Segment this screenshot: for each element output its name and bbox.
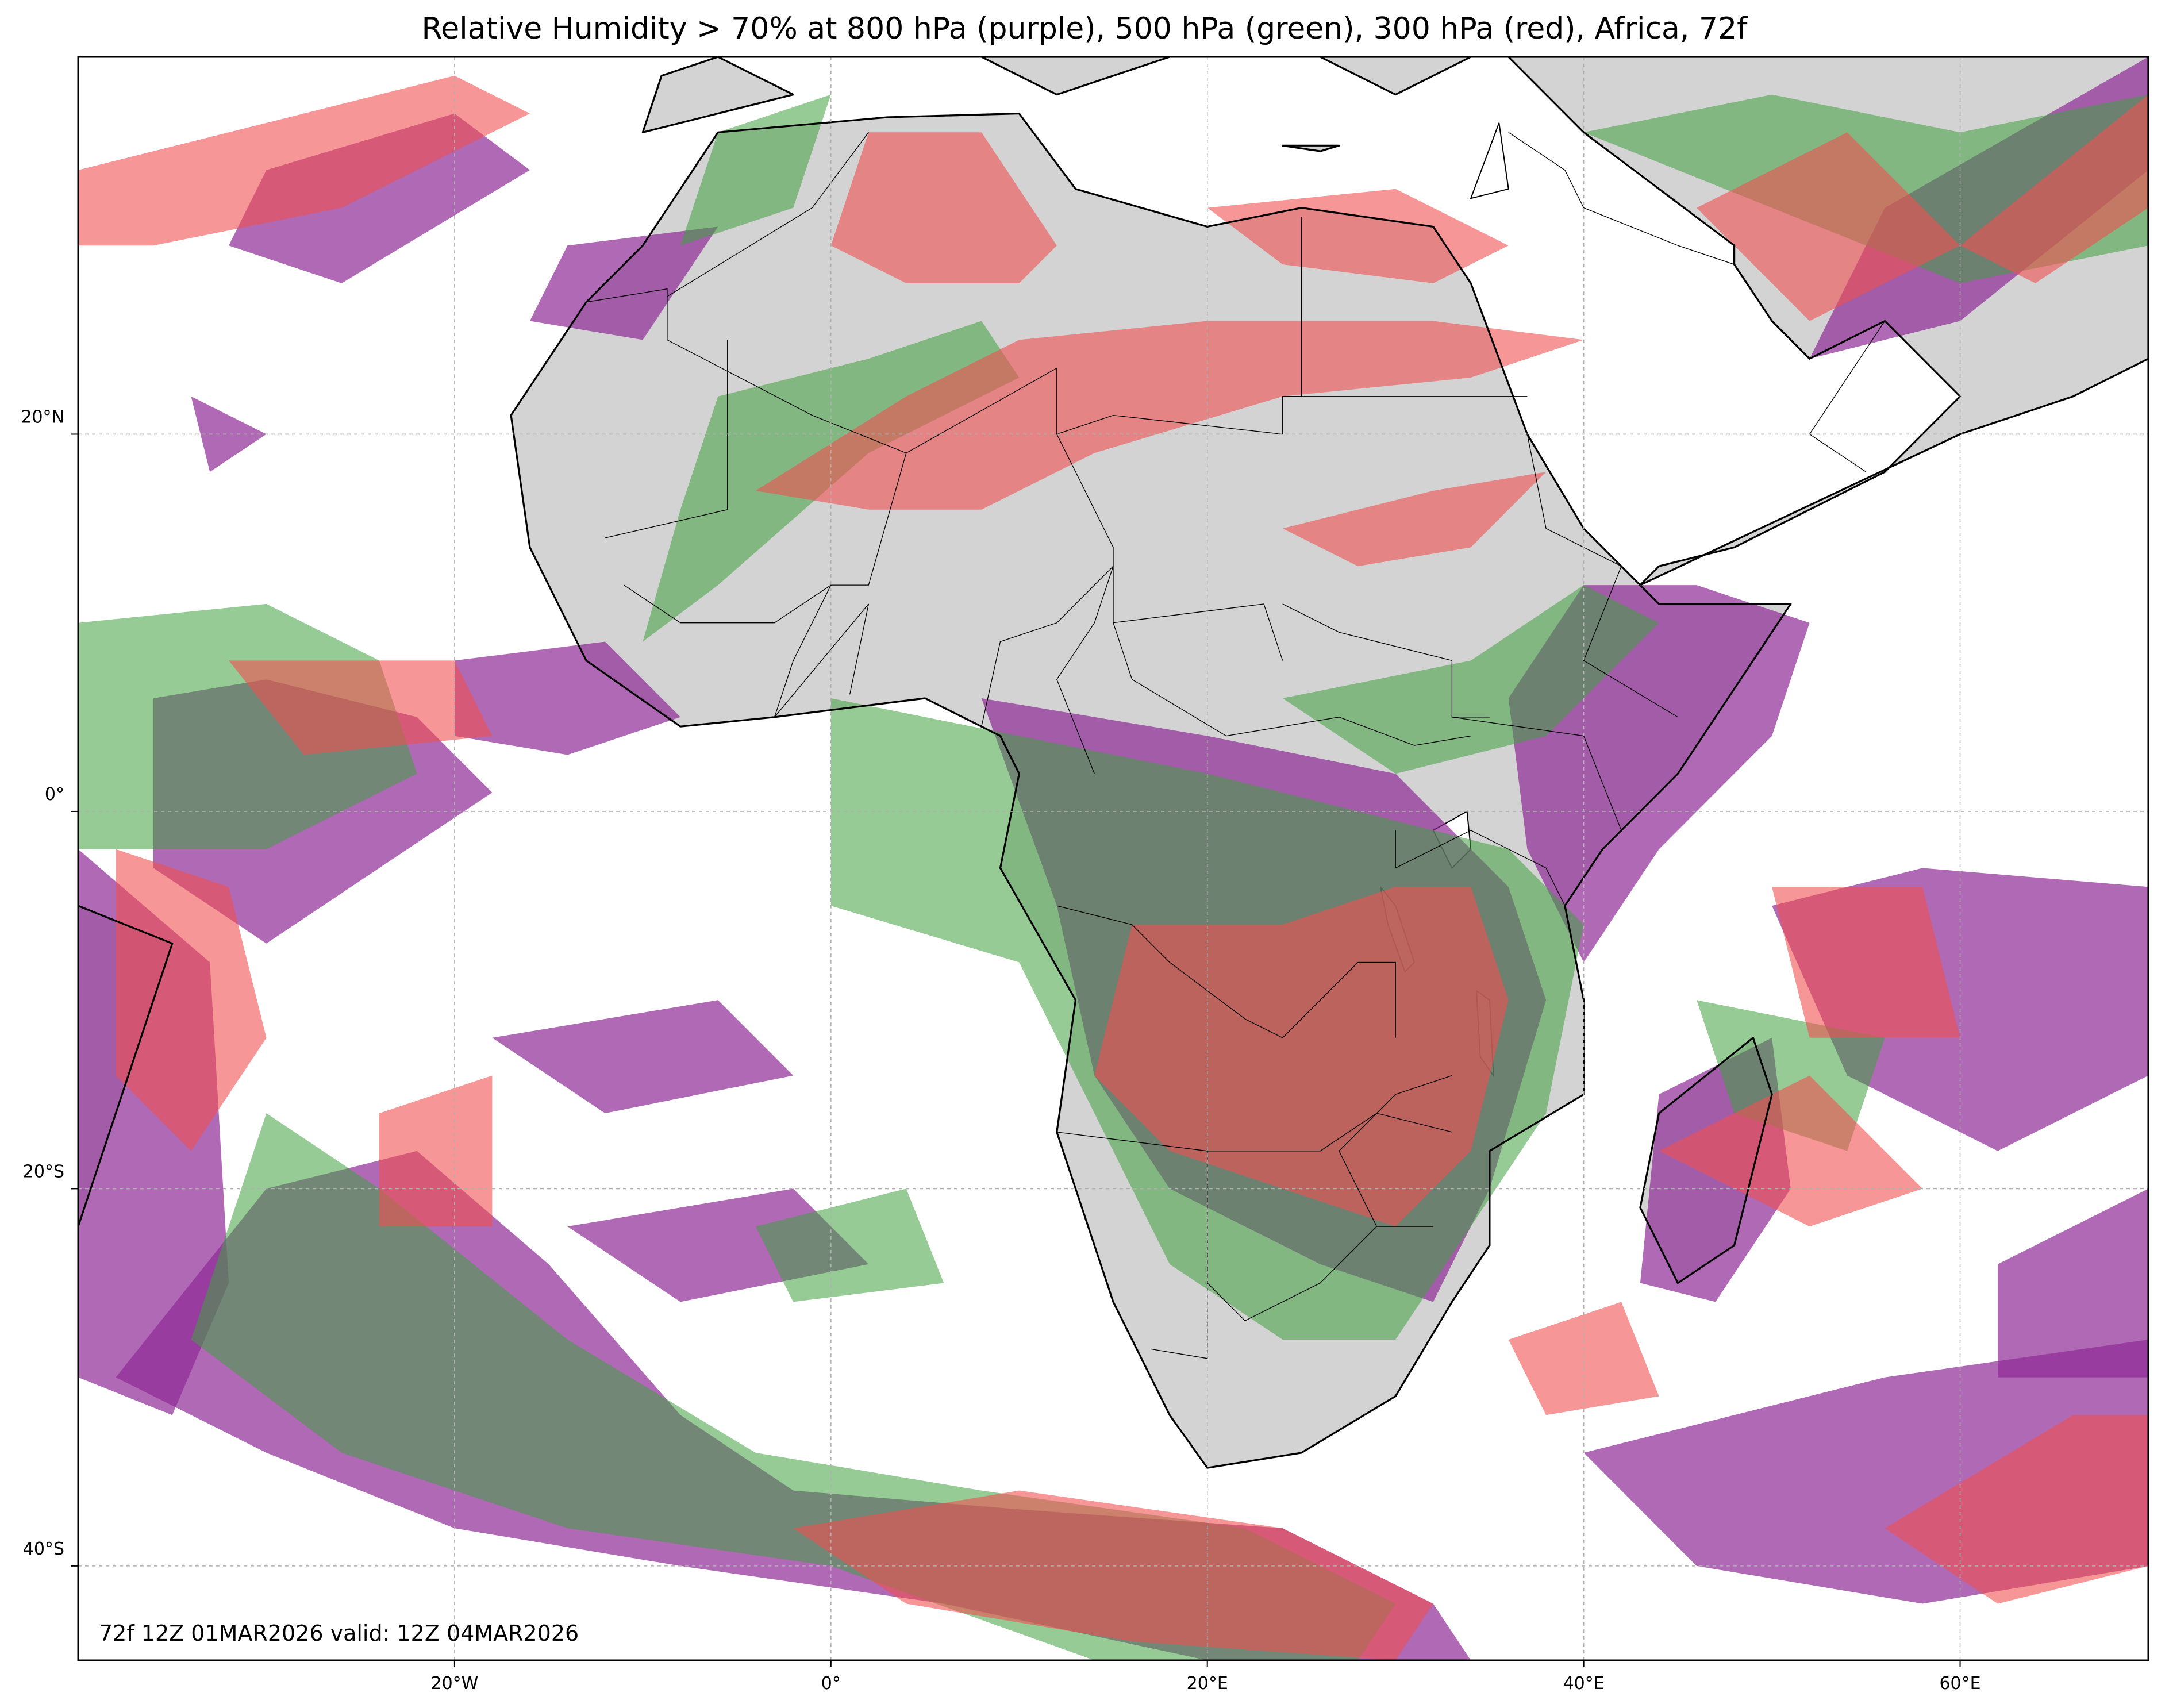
longitude-tick-label: 20°W [430,1674,478,1694]
rh-region-rh300 [116,849,267,1151]
axis-ticks: 20°W 0° 20°E 40°E 60°E 20°N 0° 20°S 40°S [21,407,1980,1694]
rh-region-rh500 [755,1188,944,1302]
rh-region-rh800 [529,226,718,340]
country-border [1056,1113,1452,1152]
map-frame [77,56,2149,1661]
country-border [1395,830,1566,906]
rh-layer-rh300 [78,75,2148,1660]
rh-region-rh300 [1960,94,2148,283]
rh-region-rh300 [830,132,1057,283]
country-border [1113,622,1471,746]
map-title: Relative Humidity > 70% at 800 hPa (purp… [421,11,1748,46]
rh-region-rh300 [793,1490,1433,1660]
latitude-tick-label: 40°S [23,1539,64,1559]
rh-region-rh800 [191,396,267,472]
coastline [980,57,1171,96]
rh-region-rh300 [1772,887,1960,1038]
rh-region-rh300 [379,1075,493,1227]
rh-region-rh300 [755,321,1584,510]
latitude-tick-label: 20°S [23,1161,64,1182]
lake [1470,122,1509,199]
longitude-tick-label: 60°E [1939,1674,1980,1694]
rh-region-rh300 [1282,472,1547,567]
coastline [1639,1037,1773,1284]
rh-region-rh800 [492,1000,794,1114]
coastline [641,57,794,133]
latitude-tick-label: 20°N [21,407,64,427]
longitude-tick-label: 20°E [1187,1674,1228,1694]
longitude-tick-label: 40°E [1563,1674,1605,1694]
coastline [78,905,174,1228]
graticule [78,57,2148,1660]
country-borders [586,132,1886,1359]
country-border [605,340,728,538]
humidity-layers [78,57,2148,1660]
coastline [1319,57,1472,96]
rh-region-rh800 [454,641,680,755]
valid-time-label: 72f 12Z 01MAR2026 valid: 12Z 04MAR2026 [99,1621,579,1646]
rh-region-rh500 [680,94,831,246]
coastline [1507,57,2148,586]
country-border [1508,132,1735,265]
rh-region-rh300 [229,660,493,755]
country-border [586,288,668,340]
rh-region-rh300 [78,75,530,246]
rh-region-rh300 [1094,887,1509,1227]
rh-region-rh300 [1697,132,1960,321]
rh-region-rh300 [1207,189,1509,283]
rh-region-rh300 [1508,1302,1659,1415]
map-plot-area [78,57,2148,1660]
country-border [1151,1151,1208,1359]
rh-region-rh500 [1282,585,1659,774]
rh-region-rh300 [1659,1075,1923,1227]
country-border [1282,603,1490,718]
country-border [981,566,1114,774]
latitude-tick-label: 0° [45,784,64,805]
land-mass [981,57,1170,95]
country-border [1056,905,1396,1038]
country-border [667,132,869,297]
rh-region-rh800 [1998,1188,2148,1378]
rh-region-rh300 [1885,1415,2148,1604]
country-border [1339,1075,1452,1227]
coastline [1282,144,1340,152]
land-mass [1320,57,1471,95]
country-border [624,453,907,624]
longitude-tick-label: 0° [821,1674,841,1694]
